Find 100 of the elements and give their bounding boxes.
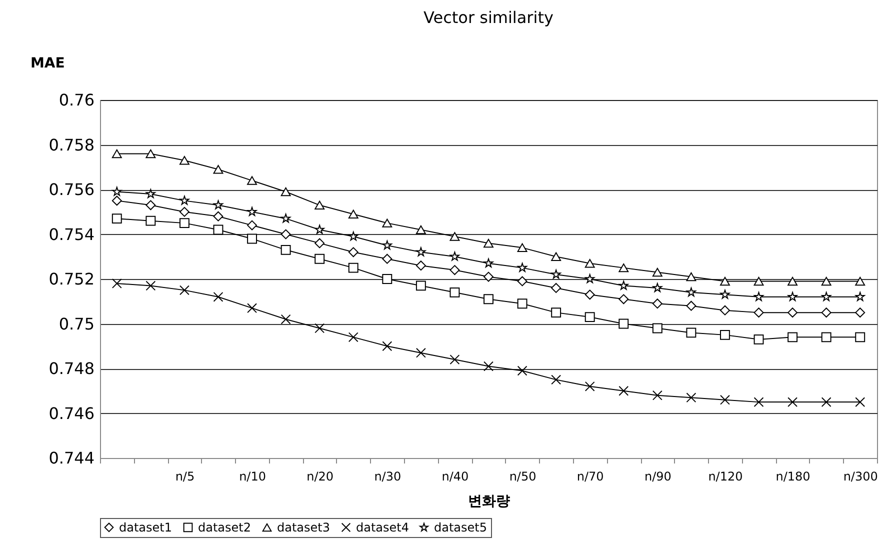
point — [652, 390, 662, 400]
y-tick-label: 0.756 — [48, 180, 94, 199]
point — [855, 276, 866, 286]
point — [720, 394, 730, 405]
point — [314, 238, 325, 248]
point — [179, 156, 190, 165]
point — [179, 218, 190, 228]
point — [584, 312, 595, 322]
point — [382, 274, 392, 284]
point — [652, 268, 662, 277]
x-tick-label: n/20 — [306, 470, 334, 484]
point — [618, 386, 629, 396]
point — [382, 254, 392, 264]
point — [821, 332, 832, 342]
point — [382, 218, 392, 228]
point — [652, 298, 662, 309]
y-tick-label: 0.744 — [48, 448, 94, 468]
point — [348, 247, 358, 258]
legend-label: dataset5 — [434, 520, 488, 534]
point — [584, 290, 595, 300]
point — [517, 276, 528, 286]
point — [686, 287, 696, 297]
point — [517, 366, 528, 376]
x-tick-label: n/10 — [239, 470, 266, 484]
point — [754, 292, 764, 302]
point — [450, 252, 460, 261]
point — [720, 276, 730, 286]
legend-label: dataset3 — [277, 520, 330, 534]
point — [686, 392, 696, 403]
point — [720, 330, 730, 340]
point — [382, 341, 392, 352]
point — [720, 305, 730, 316]
point — [585, 274, 595, 284]
point — [686, 300, 696, 311]
point — [146, 200, 156, 210]
point — [618, 294, 629, 304]
point — [821, 308, 832, 318]
point — [112, 278, 122, 288]
x-tick-label: n/5 — [175, 470, 195, 484]
point — [112, 186, 122, 196]
point — [720, 290, 730, 299]
point — [484, 272, 494, 282]
x-tick-label: n/90 — [644, 470, 672, 484]
point — [686, 328, 696, 338]
legend-label: dataset1 — [119, 520, 172, 534]
point — [450, 287, 460, 298]
point — [280, 244, 291, 255]
point — [618, 263, 629, 272]
point — [314, 323, 325, 334]
point — [416, 260, 426, 271]
point — [855, 308, 866, 318]
point — [754, 334, 764, 344]
point — [450, 232, 460, 241]
point — [584, 381, 595, 392]
point — [348, 262, 358, 273]
point — [247, 176, 257, 185]
point — [314, 224, 324, 234]
y-tick-label: 0.752 — [48, 270, 94, 288]
point — [247, 303, 257, 314]
point — [382, 240, 392, 250]
point — [754, 397, 764, 408]
x-tick-label: n/300 — [843, 470, 878, 484]
point — [213, 200, 223, 210]
point — [788, 276, 798, 286]
point — [146, 280, 156, 291]
point — [484, 294, 494, 304]
point — [788, 308, 798, 318]
y-tick-label: 0.758 — [48, 135, 94, 154]
x-tick-label: n/30 — [374, 470, 402, 484]
point — [551, 252, 562, 261]
point — [146, 216, 156, 226]
point — [484, 361, 494, 372]
legend-label: dataset4 — [356, 520, 410, 534]
y-axis-title: MAE — [30, 56, 65, 72]
x-tick-label: n/50 — [509, 470, 536, 484]
point — [517, 243, 528, 252]
point — [855, 292, 865, 302]
point — [754, 308, 764, 318]
point — [213, 224, 224, 235]
point — [314, 200, 325, 210]
point — [788, 332, 798, 342]
point — [179, 285, 190, 296]
chart-title: Vector similarity — [424, 8, 554, 27]
point — [551, 270, 561, 279]
point — [484, 238, 494, 248]
point — [280, 314, 291, 324]
point — [855, 397, 866, 408]
point — [855, 332, 866, 342]
point — [180, 196, 190, 205]
point — [518, 262, 528, 272]
point — [484, 258, 494, 268]
point — [551, 374, 562, 385]
point — [821, 397, 832, 408]
point — [112, 196, 122, 206]
point — [416, 247, 426, 256]
point — [281, 214, 291, 223]
x-tick-label: n/40 — [442, 470, 469, 484]
point — [112, 149, 122, 158]
point — [416, 225, 426, 234]
point — [821, 276, 832, 286]
